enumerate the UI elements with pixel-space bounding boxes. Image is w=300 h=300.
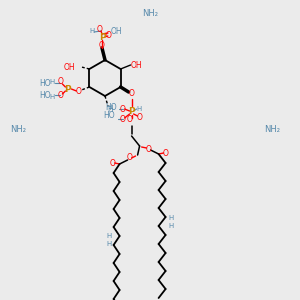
Text: H: H	[50, 94, 55, 100]
Text: OH: OH	[131, 61, 142, 70]
Text: O: O	[120, 115, 125, 124]
Text: P: P	[64, 85, 71, 94]
Text: P: P	[128, 107, 135, 116]
Text: H: H	[89, 28, 94, 34]
Text: H: H	[106, 242, 111, 248]
Text: O: O	[76, 86, 81, 95]
Text: NH₂: NH₂	[142, 10, 158, 19]
Text: H: H	[107, 104, 113, 113]
Text: H: H	[169, 214, 174, 220]
Text: O: O	[120, 104, 125, 113]
Text: OH: OH	[111, 28, 123, 37]
Text: NH₂: NH₂	[264, 125, 280, 134]
Text: H: H	[106, 233, 111, 239]
Text: O: O	[129, 89, 134, 98]
Text: P: P	[99, 32, 105, 41]
Text: HO: HO	[103, 112, 115, 121]
Text: O: O	[146, 145, 152, 154]
Text: OH: OH	[64, 62, 75, 71]
Text: O: O	[58, 77, 63, 86]
Text: H: H	[169, 223, 174, 229]
Text: O: O	[163, 148, 169, 158]
Text: O: O	[106, 32, 112, 40]
Text: O: O	[99, 41, 105, 50]
Text: O: O	[137, 112, 142, 122]
Text: HO: HO	[105, 103, 117, 112]
Text: O: O	[127, 116, 133, 124]
Text: O: O	[97, 25, 103, 34]
Text: HO: HO	[39, 92, 50, 100]
Text: H: H	[136, 106, 141, 112]
Text: O: O	[58, 92, 63, 100]
Text: HO: HO	[39, 79, 50, 88]
Text: NH₂: NH₂	[10, 125, 26, 134]
Text: O: O	[127, 154, 133, 163]
Text: O: O	[110, 158, 116, 167]
Text: H: H	[50, 79, 55, 85]
